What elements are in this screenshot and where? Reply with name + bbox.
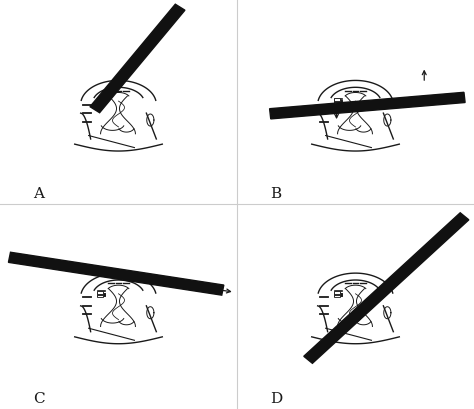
Bar: [97, 101, 103, 105]
Polygon shape: [270, 93, 465, 119]
Bar: [334, 294, 340, 297]
Bar: [97, 292, 103, 295]
Bar: [334, 291, 340, 294]
Text: B: B: [270, 187, 281, 200]
Bar: [97, 291, 103, 294]
Bar: [97, 99, 103, 102]
Polygon shape: [9, 253, 224, 295]
Bar: [334, 292, 340, 295]
Bar: [334, 100, 340, 103]
Bar: [97, 294, 103, 297]
Bar: [334, 99, 340, 102]
Bar: [97, 100, 103, 103]
Text: A: A: [33, 187, 44, 200]
Bar: [334, 101, 340, 105]
Polygon shape: [304, 213, 469, 364]
Text: C: C: [33, 391, 45, 405]
Text: D: D: [270, 391, 283, 405]
Polygon shape: [90, 5, 185, 113]
